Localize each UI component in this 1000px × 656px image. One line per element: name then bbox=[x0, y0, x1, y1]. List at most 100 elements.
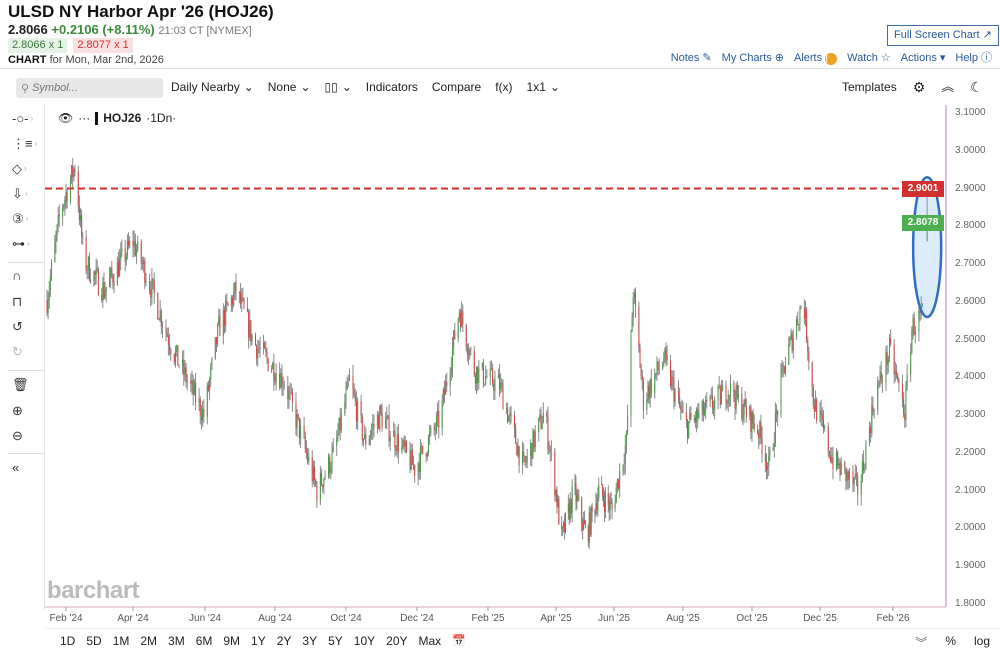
unlock-icon[interactable]: ⊓ bbox=[12, 294, 23, 309]
eye-icon[interactable]: 👁 bbox=[58, 111, 74, 125]
divider bbox=[8, 370, 44, 371]
y-tick-label: 2.4000 bbox=[955, 371, 986, 383]
candlestick-icon: ▯▯ bbox=[324, 80, 338, 94]
alerts-link[interactable]: Alerts! bbox=[794, 52, 838, 65]
bid: 2.8066 x 1 bbox=[8, 38, 68, 53]
timeframe-buttons: 1D 5D 1M 2M 3M 6M 9M 1Y 2Y 3Y 5Y 10Y 20Y Max 📅 bbox=[60, 634, 466, 648]
timeframe-1y[interactable]: 1Y bbox=[251, 634, 266, 648]
my-charts-label: My Charts bbox=[721, 52, 772, 64]
chevron-down-icon: ⌄ bbox=[243, 80, 254, 94]
chevron-down-icon: ⌄ bbox=[549, 80, 560, 94]
number-marker-icon: ③ bbox=[12, 211, 24, 226]
x-tick-label: Oct '24 bbox=[330, 613, 362, 624]
full-screen-chart-button[interactable]: Full Screen Chart ↗ bbox=[887, 25, 999, 46]
scale-buttons: ︾ % log bbox=[915, 634, 990, 651]
overlay-dropdown[interactable]: None ⌄ bbox=[268, 80, 311, 95]
collapse-up-icon[interactable]: ︽ bbox=[941, 79, 955, 94]
arrow-tool[interactable]: ⇩ › bbox=[12, 186, 42, 202]
ellipse-annotation bbox=[911, 175, 943, 319]
log-button[interactable]: log bbox=[973, 634, 990, 648]
calendar-icon[interactable]: 📅 bbox=[452, 635, 466, 647]
timeframe-6m[interactable]: 6M bbox=[195, 634, 213, 648]
chart-label: CHART bbox=[8, 54, 47, 66]
price-chart[interactable] bbox=[0, 100, 1000, 620]
timeframe-10y[interactable]: 10Y bbox=[353, 634, 376, 648]
x-tick-label: Oct '25 bbox=[736, 613, 768, 624]
dark-mode-icon[interactable]: ☾ bbox=[970, 79, 983, 95]
zoom-out-icon[interactable]: ⊖ bbox=[12, 428, 23, 443]
more-icon[interactable]: ··· bbox=[78, 111, 91, 125]
chevron-right-icon: › bbox=[25, 214, 29, 223]
expand-down-icon[interactable]: ︾ bbox=[915, 636, 928, 650]
actions-menu[interactable]: Actions ▾ bbox=[901, 52, 946, 65]
timeframe-1m[interactable]: 1M bbox=[112, 634, 130, 648]
divider bbox=[45, 628, 1000, 629]
timeframe-3m[interactable]: 3M bbox=[168, 634, 185, 648]
shape-tool[interactable]: ◇ › bbox=[12, 161, 42, 177]
zoom-in-icon[interactable]: ⊕ bbox=[12, 403, 23, 418]
y-tick-label: 2.5000 bbox=[955, 333, 986, 345]
toolbar-right: Templates ⚙ ︽ ☾ bbox=[842, 79, 983, 95]
templates-button[interactable]: Templates bbox=[842, 80, 897, 94]
y-tick-label: 1.8000 bbox=[955, 598, 986, 609]
y-tick-label: 2.9000 bbox=[955, 182, 986, 194]
x-tick-label: Feb '25 bbox=[471, 613, 505, 624]
timeframe-20y[interactable]: 20Y bbox=[386, 634, 408, 648]
divider bbox=[44, 105, 45, 610]
trash-icon[interactable]: 🗑 bbox=[12, 377, 29, 392]
toolbar-controls: Daily Nearby ⌄ None ⌄ ▯▯ ⌄ Indicators Compa… bbox=[171, 80, 560, 95]
timeframe-2y[interactable]: 2Y bbox=[276, 634, 292, 648]
last-price-label: 2.8078 bbox=[902, 215, 944, 232]
chart-type-dropdown[interactable]: ▯▯ ⌄ bbox=[325, 80, 352, 95]
period-dropdown[interactable]: Daily Nearby ⌄ bbox=[171, 80, 254, 95]
alert-price-label: 2.9001 bbox=[902, 180, 944, 197]
percent-button[interactable]: % bbox=[945, 634, 956, 648]
measure-tool[interactable]: ⊶ › bbox=[12, 236, 42, 252]
ask: 2.8077 x 1 bbox=[73, 38, 133, 53]
fib-tool[interactable]: ⋮≡ › bbox=[12, 136, 42, 152]
redo-icon[interactable]: ↻ bbox=[12, 344, 23, 359]
watch-link[interactable]: Watch ☆ bbox=[847, 52, 891, 65]
last-price: 2.8066 bbox=[8, 22, 48, 37]
fib-tool-icon: ⋮≡ bbox=[12, 136, 33, 151]
layout-dropdown[interactable]: 1x1 ⌄ bbox=[527, 80, 560, 95]
page-title: ULSD NY Harbor Apr '26 (HOJ26) bbox=[8, 2, 274, 21]
collapse-left-icon[interactable]: « bbox=[12, 460, 20, 475]
bid-ask: 2.8066 x 1 2.8077 x 1 bbox=[8, 38, 133, 53]
y-tick-label: 2.8000 bbox=[955, 220, 986, 232]
y-tick-label: 2.0000 bbox=[955, 522, 986, 534]
x-tick-label: Dec '25 bbox=[803, 613, 837, 624]
timeframe-max[interactable]: Max bbox=[418, 634, 442, 648]
chevron-right-icon: › bbox=[27, 239, 30, 248]
y-tick-label: 2.2000 bbox=[955, 446, 986, 458]
timeframe-3y[interactable]: 3Y bbox=[302, 634, 318, 648]
fx-button[interactable]: f(x) bbox=[495, 80, 513, 94]
y-tick-label: 2.1000 bbox=[955, 484, 986, 496]
symbol-search[interactable]: ⚲ bbox=[16, 78, 163, 98]
line-tool[interactable]: -○- › bbox=[12, 111, 42, 127]
compare-button[interactable]: Compare bbox=[431, 80, 482, 94]
help-link[interactable]: Help ⓘ bbox=[955, 52, 992, 65]
gear-icon[interactable]: ⚙ bbox=[912, 79, 926, 95]
indicators-button[interactable]: Indicators bbox=[365, 80, 418, 94]
x-tick-label: Aug '25 bbox=[666, 613, 700, 624]
timeframe-5d[interactable]: 5D bbox=[86, 634, 102, 648]
measure-tool-icon: ⊶ bbox=[12, 236, 25, 251]
symbol-input[interactable] bbox=[32, 79, 163, 97]
timeframe-2m[interactable]: 2M bbox=[140, 634, 158, 648]
timeframe-9m[interactable]: 9M bbox=[223, 634, 241, 648]
chart-date: CHART for Mon, Mar 2nd, 2026 bbox=[8, 54, 164, 67]
ohlc-bars bbox=[46, 157, 928, 549]
number-marker-tool[interactable]: ③ › bbox=[12, 211, 42, 227]
quote-line: 2.8066 +0.2106 (+8.11%) 21:03 CT [NYMEX] bbox=[8, 22, 252, 39]
star-icon: ☆ bbox=[880, 52, 891, 64]
timeframe-5y[interactable]: 5Y bbox=[328, 634, 343, 648]
chevron-down-icon: ⌄ bbox=[300, 80, 311, 94]
notes-link[interactable]: Notes ✎ bbox=[671, 52, 712, 65]
undo-icon[interactable]: ↺ bbox=[12, 319, 23, 334]
magnet-icon[interactable]: ∩ bbox=[12, 268, 22, 283]
my-charts-link[interactable]: My Charts ⊕ bbox=[722, 52, 784, 65]
chevron-right-icon: › bbox=[24, 164, 27, 173]
help-icon: ⓘ bbox=[981, 52, 992, 64]
timeframe-1d[interactable]: 1D bbox=[60, 634, 76, 648]
